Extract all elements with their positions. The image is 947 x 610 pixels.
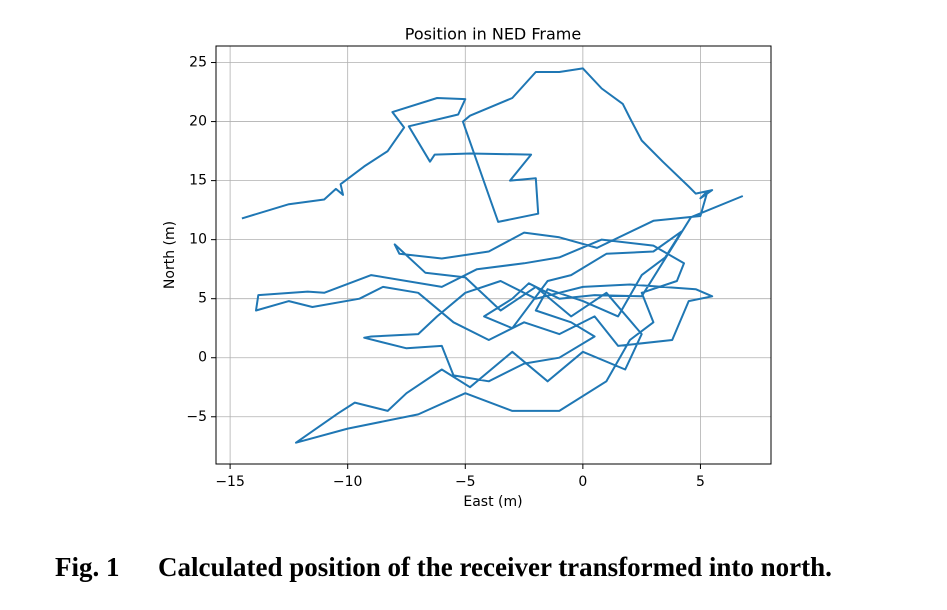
x-axis-label: East (m): [463, 494, 522, 510]
y-tick-label: 20: [189, 114, 207, 130]
x-tick-label: −15: [215, 474, 245, 490]
y-tick-label: 0: [198, 350, 207, 366]
plot-frame: [215, 45, 772, 465]
y-tick-label: −5: [186, 409, 207, 425]
trajectory-line: [241, 67, 744, 444]
y-tick-label: 10: [189, 232, 207, 248]
y-tick-label: 25: [189, 55, 207, 71]
x-tick-label: 0: [578, 474, 587, 490]
y-tick-label: 5: [198, 291, 207, 307]
x-tick-label: 5: [696, 474, 705, 490]
chart-title: Position in NED Frame: [405, 25, 581, 44]
caption-label: Fig. 1: [55, 552, 120, 582]
y-tick-label: 15: [189, 173, 207, 189]
y-axis-label: North (m): [162, 221, 178, 289]
x-tick-label: −5: [455, 474, 476, 490]
x-tick-label: −10: [333, 474, 363, 490]
caption: Calculated position of the receiver tran…: [158, 552, 832, 582]
